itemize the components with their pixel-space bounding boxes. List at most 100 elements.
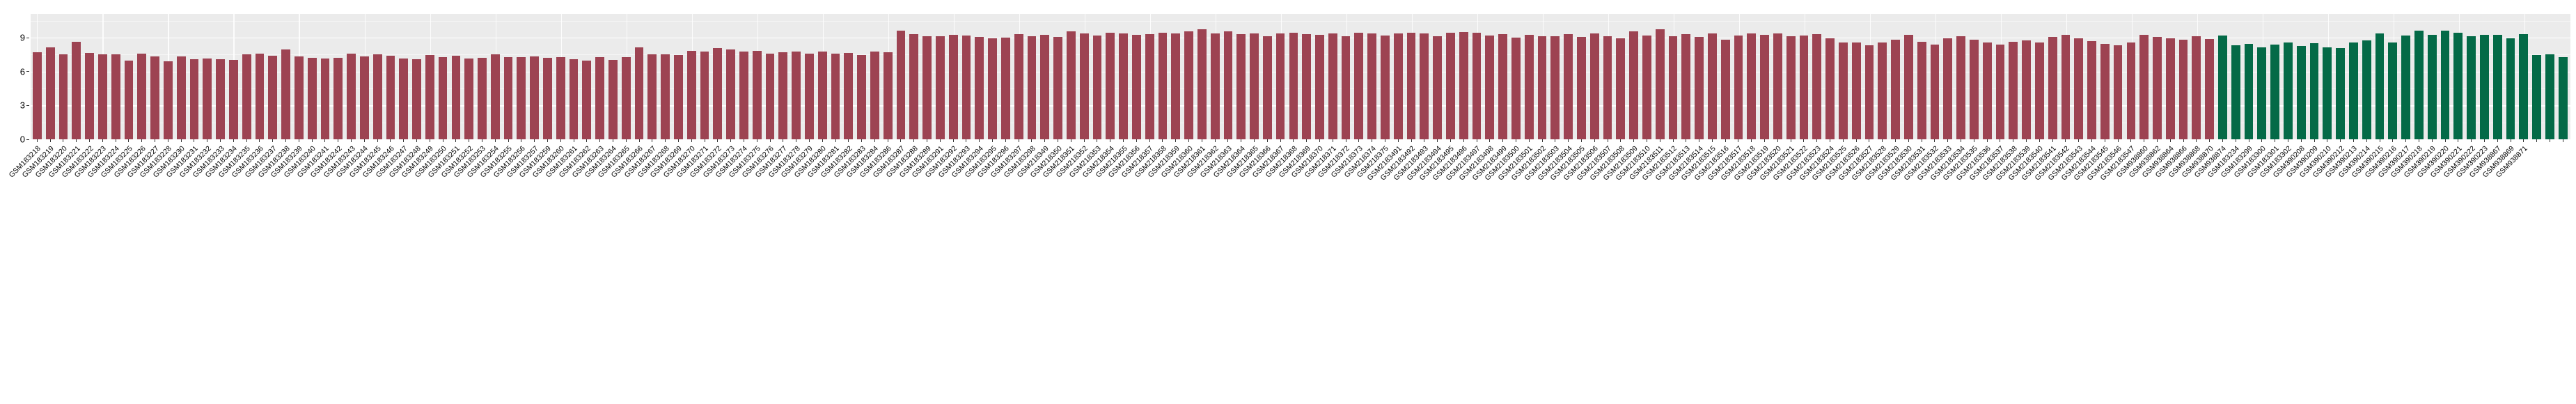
- bar[interactable]: [1106, 32, 1115, 139]
- bar[interactable]: [1695, 37, 1704, 139]
- bar[interactable]: [137, 53, 147, 139]
- bar[interactable]: [2074, 38, 2084, 139]
- bar[interactable]: [2401, 35, 2411, 139]
- bar[interactable]: [1603, 36, 1612, 139]
- bar[interactable]: [2414, 30, 2424, 139]
- bar[interactable]: [294, 56, 304, 139]
- bar[interactable]: [2519, 34, 2529, 139]
- bar[interactable]: [1589, 33, 1599, 139]
- bar[interactable]: [883, 52, 893, 139]
- bar[interactable]: [595, 57, 605, 139]
- bar[interactable]: [203, 59, 212, 139]
- bar[interactable]: [2034, 42, 2044, 139]
- bar[interactable]: [2113, 45, 2123, 139]
- bar[interactable]: [451, 56, 461, 139]
- bar[interactable]: [1524, 35, 1534, 139]
- bar[interactable]: [1236, 34, 1246, 139]
- bar[interactable]: [1223, 31, 1233, 139]
- bar[interactable]: [674, 55, 683, 139]
- bar[interactable]: [2375, 33, 2385, 139]
- bar[interactable]: [857, 55, 866, 139]
- bar[interactable]: [216, 59, 225, 139]
- bar[interactable]: [1315, 35, 1324, 139]
- bar[interactable]: [661, 54, 670, 139]
- bar[interactable]: [1393, 33, 1403, 139]
- bar[interactable]: [1681, 34, 1691, 139]
- bar[interactable]: [1616, 38, 1626, 139]
- bar[interactable]: [1158, 32, 1168, 139]
- bar[interactable]: [608, 59, 618, 139]
- bar[interactable]: [1446, 32, 1455, 139]
- bar[interactable]: [1825, 38, 1835, 139]
- bar[interactable]: [2231, 45, 2240, 139]
- bar[interactable]: [359, 56, 369, 139]
- bar[interactable]: [1851, 42, 1861, 139]
- bar[interactable]: [1642, 35, 1651, 139]
- bar[interactable]: [1289, 32, 1298, 139]
- bar[interactable]: [1381, 35, 1390, 139]
- bar[interactable]: [2492, 35, 2502, 139]
- bar[interactable]: [2545, 54, 2554, 139]
- bar[interactable]: [1092, 35, 1102, 139]
- bar[interactable]: [85, 52, 94, 139]
- bar[interactable]: [2284, 42, 2293, 139]
- bar[interactable]: [333, 58, 343, 139]
- bar[interactable]: [1838, 42, 1848, 139]
- bar[interactable]: [2309, 43, 2319, 139]
- bar[interactable]: [935, 36, 945, 139]
- bar[interactable]: [948, 35, 958, 139]
- bar[interactable]: [399, 59, 409, 139]
- bar[interactable]: [1903, 35, 1913, 139]
- bar[interactable]: [1655, 29, 1665, 139]
- bar[interactable]: [2558, 57, 2568, 139]
- bar[interactable]: [2467, 36, 2476, 139]
- bar[interactable]: [1275, 33, 1285, 139]
- bar[interactable]: [2453, 32, 2463, 139]
- bar[interactable]: [1079, 33, 1089, 139]
- bar[interactable]: [1878, 42, 1887, 139]
- bar[interactable]: [1564, 34, 1573, 139]
- bar[interactable]: [425, 55, 434, 139]
- bar[interactable]: [1786, 36, 1796, 139]
- bar[interactable]: [1485, 35, 1495, 139]
- bar[interactable]: [490, 54, 500, 139]
- bar[interactable]: [817, 51, 827, 139]
- bar[interactable]: [2244, 43, 2254, 139]
- bar[interactable]: [726, 49, 736, 139]
- bar[interactable]: [1000, 38, 1010, 139]
- bar[interactable]: [844, 52, 854, 139]
- bar[interactable]: [307, 58, 317, 139]
- bar[interactable]: [1406, 32, 1416, 139]
- bar[interactable]: [1210, 33, 1220, 139]
- bar[interactable]: [2139, 35, 2149, 139]
- bar[interactable]: [1708, 33, 1717, 139]
- bar[interactable]: [556, 56, 565, 139]
- bar[interactable]: [765, 53, 775, 139]
- bar[interactable]: [1171, 33, 1181, 139]
- bar[interactable]: [1812, 34, 1822, 139]
- bar[interactable]: [2087, 40, 2096, 139]
- bar[interactable]: [1145, 34, 1154, 139]
- bar[interactable]: [2178, 39, 2188, 139]
- bar[interactable]: [634, 47, 644, 139]
- bar[interactable]: [700, 52, 709, 139]
- bar[interactable]: [2205, 38, 2215, 139]
- bar[interactable]: [2048, 37, 2057, 139]
- bar[interactable]: [1891, 40, 1900, 139]
- bar[interactable]: [988, 38, 997, 139]
- bar[interactable]: [2165, 38, 2175, 139]
- bar[interactable]: [739, 52, 748, 139]
- bar[interactable]: [805, 53, 814, 139]
- bar[interactable]: [1864, 45, 1874, 139]
- bar[interactable]: [922, 36, 932, 139]
- bar[interactable]: [1354, 32, 1364, 139]
- bar[interactable]: [1956, 36, 1965, 139]
- bar[interactable]: [713, 47, 723, 139]
- bar[interactable]: [1969, 39, 1979, 139]
- bar[interactable]: [1341, 36, 1351, 139]
- bar[interactable]: [2506, 38, 2515, 139]
- bar[interactable]: [1040, 35, 1050, 139]
- bar[interactable]: [2270, 44, 2280, 139]
- bar[interactable]: [1799, 35, 1809, 139]
- bar[interactable]: [909, 34, 919, 139]
